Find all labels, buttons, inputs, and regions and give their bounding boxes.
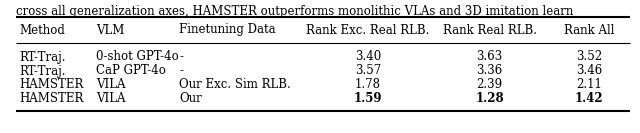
Text: 3.57: 3.57 [355, 65, 381, 78]
Text: 1.42: 1.42 [575, 92, 603, 105]
Text: 2.11: 2.11 [576, 78, 602, 92]
Text: cross all generalization axes, HAMSTER outperforms monolithic VLAs and 3D imitat: cross all generalization axes, HAMSTER o… [16, 5, 573, 18]
Text: 1.78: 1.78 [355, 78, 381, 92]
Text: Method: Method [19, 24, 65, 36]
Text: 1.59: 1.59 [354, 92, 382, 105]
Text: 3.46: 3.46 [575, 65, 602, 78]
Text: 3.52: 3.52 [576, 51, 602, 63]
Text: 3.63: 3.63 [476, 51, 503, 63]
Text: Rank All: Rank All [564, 24, 614, 36]
Text: -: - [179, 65, 183, 78]
Text: RT-Traj.: RT-Traj. [19, 65, 65, 78]
Text: Rank Real RLB.: Rank Real RLB. [443, 24, 536, 36]
Text: VLM: VLM [96, 24, 124, 36]
Text: 3.40: 3.40 [355, 51, 381, 63]
Text: -: - [179, 51, 183, 63]
Text: RT-Traj.: RT-Traj. [19, 51, 65, 63]
Text: 3.36: 3.36 [476, 65, 503, 78]
Text: VILA: VILA [96, 92, 125, 105]
Text: 2.39: 2.39 [477, 78, 502, 92]
Text: Finetuning Data: Finetuning Data [179, 24, 276, 36]
Text: Our: Our [179, 92, 202, 105]
Text: VILA: VILA [96, 78, 125, 92]
Text: HAMSTER: HAMSTER [19, 92, 83, 105]
Text: Our Exc. Sim RLB.: Our Exc. Sim RLB. [179, 78, 291, 92]
Text: Rank Exc. Real RLB.: Rank Exc. Real RLB. [307, 24, 429, 36]
Text: HAMSTER: HAMSTER [19, 78, 83, 92]
Text: 0-shot GPT-4o: 0-shot GPT-4o [96, 51, 179, 63]
Text: 1.28: 1.28 [476, 92, 504, 105]
Text: CaP GPT-4o: CaP GPT-4o [96, 65, 166, 78]
